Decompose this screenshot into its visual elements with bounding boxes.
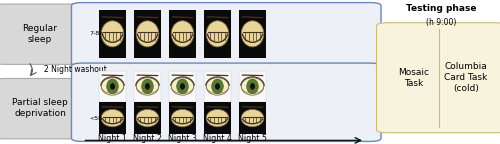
Text: <5h: <5h [89, 116, 102, 121]
Ellipse shape [212, 79, 224, 94]
Ellipse shape [136, 78, 159, 95]
FancyBboxPatch shape [99, 102, 126, 134]
Ellipse shape [101, 78, 124, 95]
Ellipse shape [171, 109, 194, 127]
Ellipse shape [136, 21, 159, 47]
FancyBboxPatch shape [72, 3, 381, 67]
Text: Night 4: Night 4 [203, 134, 232, 143]
Text: Partial sleep
deprivation: Partial sleep deprivation [12, 98, 68, 118]
FancyBboxPatch shape [376, 23, 500, 133]
Ellipse shape [241, 109, 264, 127]
FancyBboxPatch shape [99, 71, 126, 102]
FancyBboxPatch shape [239, 10, 266, 58]
Text: Columbia
Card Task
(cold): Columbia Card Task (cold) [444, 62, 488, 93]
Ellipse shape [250, 83, 255, 90]
Ellipse shape [176, 79, 188, 94]
FancyBboxPatch shape [204, 71, 231, 102]
Ellipse shape [241, 78, 264, 95]
Text: Testing phase: Testing phase [406, 4, 476, 13]
Ellipse shape [206, 109, 229, 127]
Ellipse shape [136, 109, 159, 127]
FancyBboxPatch shape [99, 10, 126, 58]
Ellipse shape [171, 78, 194, 95]
Ellipse shape [206, 78, 229, 95]
Text: Night 3: Night 3 [168, 134, 197, 143]
Ellipse shape [101, 21, 124, 47]
Text: Night 2: Night 2 [133, 134, 162, 143]
Text: 7-8h: 7-8h [89, 31, 103, 36]
Ellipse shape [101, 109, 124, 127]
Text: Night 5: Night 5 [238, 134, 267, 143]
FancyBboxPatch shape [0, 4, 86, 64]
FancyBboxPatch shape [204, 10, 231, 58]
Ellipse shape [110, 83, 115, 90]
Ellipse shape [180, 83, 185, 90]
FancyBboxPatch shape [239, 71, 266, 102]
FancyBboxPatch shape [204, 102, 231, 134]
Text: 2 Night washout: 2 Night washout [44, 65, 107, 74]
FancyBboxPatch shape [168, 10, 196, 58]
Ellipse shape [215, 83, 220, 90]
Ellipse shape [241, 21, 264, 47]
FancyBboxPatch shape [134, 71, 161, 102]
Text: Night 1: Night 1 [98, 134, 127, 143]
Ellipse shape [106, 79, 118, 94]
Text: (h 9:00): (h 9:00) [426, 18, 456, 27]
Ellipse shape [246, 79, 258, 94]
FancyBboxPatch shape [134, 102, 161, 134]
Text: Regular
sleep: Regular sleep [22, 24, 58, 44]
FancyBboxPatch shape [0, 78, 86, 139]
FancyBboxPatch shape [168, 71, 196, 102]
Text: Mosaic
Task: Mosaic Task [398, 68, 429, 88]
FancyBboxPatch shape [168, 102, 196, 134]
Ellipse shape [145, 83, 150, 90]
Ellipse shape [171, 21, 194, 47]
Ellipse shape [206, 21, 229, 47]
FancyBboxPatch shape [239, 102, 266, 134]
FancyBboxPatch shape [134, 10, 161, 58]
Ellipse shape [142, 79, 154, 94]
FancyBboxPatch shape [72, 63, 381, 141]
